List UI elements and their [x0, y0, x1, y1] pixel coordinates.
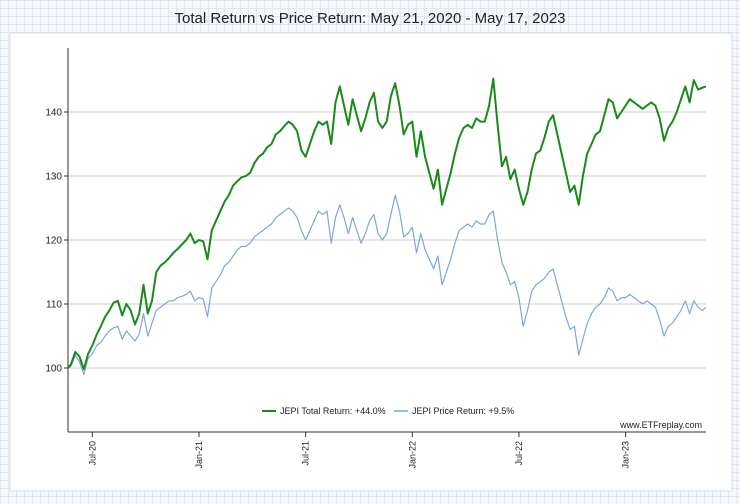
chart-title: Total Return vs Price Return: May 21, 20… [174, 10, 565, 27]
x-tick-label-jul-20: Jul-20 [87, 441, 97, 466]
series-line-total-return [67, 77, 707, 371]
y-tick-label-110: 110 [46, 300, 62, 311]
y-gridlines [64, 111, 706, 369]
y-tick-label-140: 140 [45, 108, 62, 119]
x-tick-label-jul-22: Jul-22 [514, 441, 524, 466]
legend: JEPI Total Return: +44.0% JEPI Price Ret… [262, 406, 514, 416]
x-tick-label-jul-21: Jul-21 [301, 441, 311, 466]
legend-label-total-return: JEPI Total Return: +44.0% [280, 406, 386, 416]
watermark-text: www.ETFreplay.com [619, 420, 702, 430]
y-tick-label-120: 120 [45, 236, 62, 247]
x-ticks [91, 432, 627, 437]
x-tick-label-jan-21: Jan-21 [194, 441, 204, 469]
series-line-price-return [67, 194, 707, 375]
plot-panel [9, 32, 733, 492]
y-tick-label-130: 130 [45, 172, 62, 183]
y-tick-labels: 100 110 120 130 140 [45, 108, 62, 375]
y-tick-label-100: 100 [45, 364, 62, 375]
legend-label-price-return: JEPI Price Return: +9.5% [412, 406, 514, 416]
series-layer [67, 77, 707, 375]
x-tick-label-jan-22: Jan-22 [407, 441, 417, 469]
x-tick-label-jan-23: Jan-23 [621, 441, 631, 469]
x-tick-labels: Jul-20 Jan-21 Jul-21 Jan-22 Jul-22 Jan-23 [87, 441, 630, 469]
